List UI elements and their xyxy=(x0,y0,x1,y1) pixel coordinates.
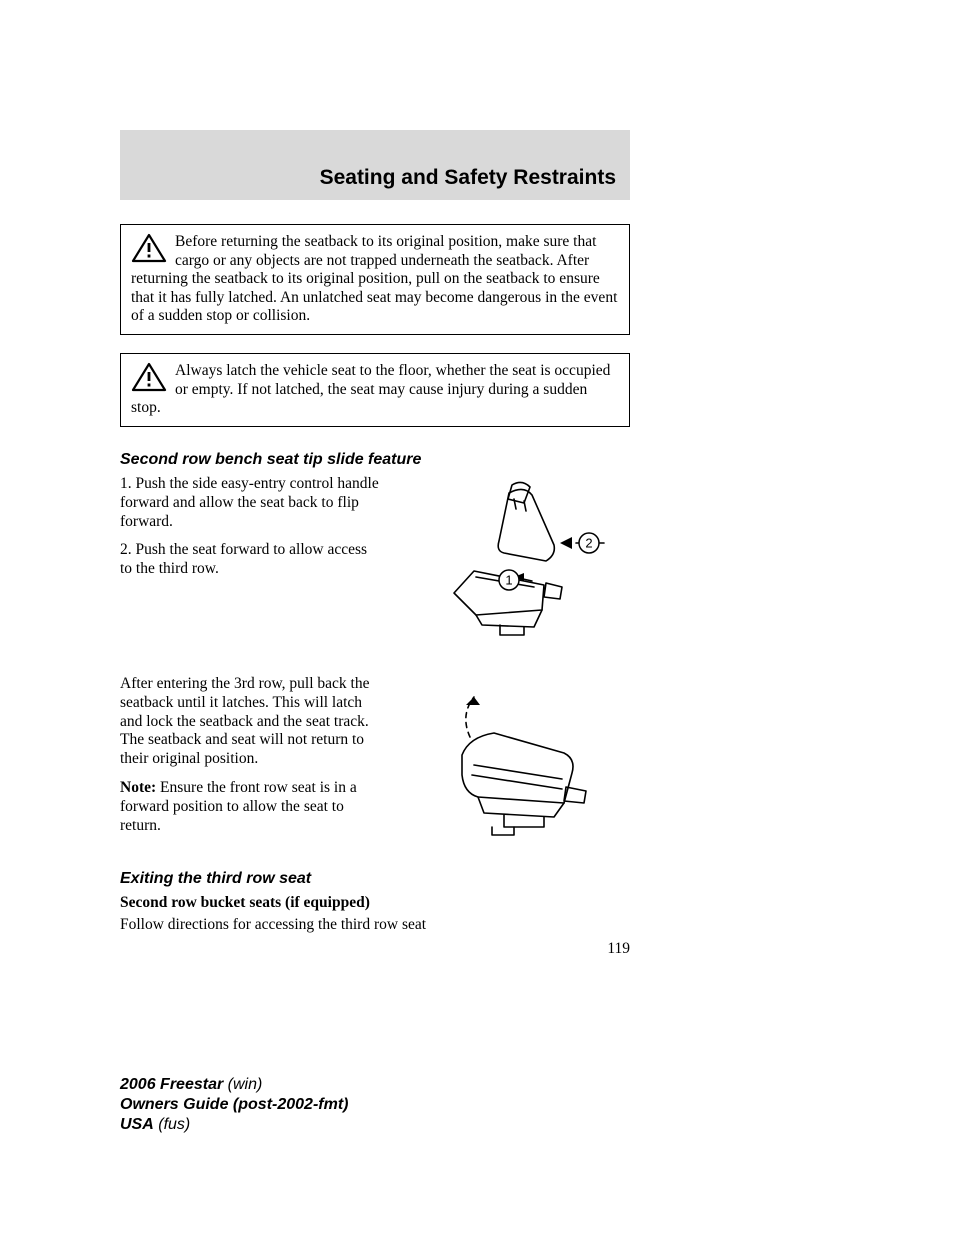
subhead-tip-slide: Second row bench seat tip slide feature xyxy=(120,451,630,469)
header-band: Seating and Safety Restraints xyxy=(120,130,630,200)
subhead-bucket: Second row bucket seats (if equipped) xyxy=(120,894,630,912)
footer: 2006 Freestar (win) Owners Guide (post-2… xyxy=(120,1075,348,1135)
seat-folded-diagram xyxy=(414,675,614,845)
tip-slide-steps: 1. Push the side easy-entry control hand… xyxy=(120,475,380,590)
warning-block-2: Always latch the vehicle seat to the flo… xyxy=(120,353,630,427)
footer-model: 2006 Freestar xyxy=(120,1076,223,1093)
tip-slide-row: 1. Push the side easy-entry control hand… xyxy=(120,475,630,645)
figure-1-wrap: 1 2 xyxy=(398,475,630,645)
footer-region-paren: (fus) xyxy=(158,1116,190,1133)
after-note: Note: Ensure the front row seat is in a … xyxy=(120,779,380,836)
callout-2-label: 2 xyxy=(585,535,592,550)
subhead-exiting: Exiting the third row seat xyxy=(120,870,630,888)
footer-model-paren: (win) xyxy=(228,1076,263,1093)
warning-icon xyxy=(131,233,167,263)
footer-line-1: 2006 Freestar (win) xyxy=(120,1075,348,1095)
after-row: After entering the 3rd row, pull back th… xyxy=(120,675,630,846)
warning-block-1: Before returning the seatback to its ori… xyxy=(120,224,630,335)
section-tip-slide: Second row bench seat tip slide feature … xyxy=(120,451,630,645)
note-label: Note: xyxy=(120,779,156,796)
exiting-body: Follow directions for accessing the thir… xyxy=(120,916,630,935)
note-text: Ensure the front row seat is in a forwar… xyxy=(120,779,357,834)
page-content: Seating and Safety Restraints Before ret… xyxy=(120,130,630,935)
warning-text-2: Always latch the vehicle seat to the flo… xyxy=(131,362,610,416)
step-1: 1. Push the side easy-entry control hand… xyxy=(120,475,380,532)
section-after-3rd-row: After entering the 3rd row, pull back th… xyxy=(120,675,630,846)
footer-guide: Owners Guide (post-2002-fmt) xyxy=(120,1095,348,1115)
seat-tip-slide-diagram: 1 2 xyxy=(404,475,624,645)
figure-2-wrap xyxy=(398,675,630,845)
warning-icon xyxy=(131,362,167,392)
page-number: 119 xyxy=(607,940,630,958)
warning-text-1: Before returning the seatback to its ori… xyxy=(131,233,617,324)
callout-1-label: 1 xyxy=(505,572,512,587)
footer-line-3: USA (fus) xyxy=(120,1115,348,1135)
after-text: After entering the 3rd row, pull back th… xyxy=(120,675,380,846)
page-title: Seating and Safety Restraints xyxy=(320,166,616,190)
footer-region: USA xyxy=(120,1116,154,1133)
after-para: After entering the 3rd row, pull back th… xyxy=(120,675,380,770)
section-exiting-third-row: Exiting the third row seat Second row bu… xyxy=(120,870,630,935)
step-2: 2. Push the seat forward to allow access… xyxy=(120,541,380,579)
